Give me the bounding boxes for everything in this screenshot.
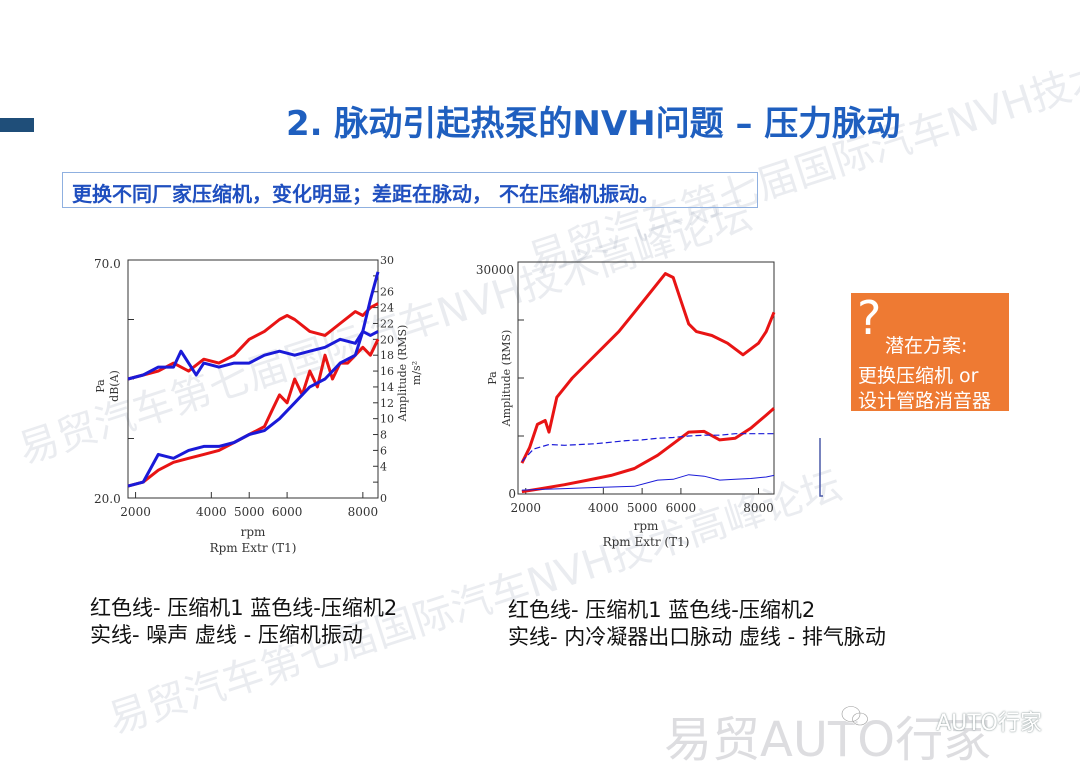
right-chart-ytick-top: 30000 xyxy=(476,263,514,277)
right-chart-xlabel-2: Rpm Extr (T1) xyxy=(603,535,690,549)
chart-1-xtick-label: 5000 xyxy=(627,501,658,515)
callout-box: ? 潜在方案: 更换压缩机 or 设计管路消音器 xyxy=(851,291,1009,412)
left-chart-ylabel-dba: dB(A) xyxy=(108,370,121,402)
bracket-mark xyxy=(819,438,823,497)
chart-0-right-tick-label: 6 xyxy=(380,444,387,457)
chart-0-right-tick-label: 16 xyxy=(380,365,394,378)
chart-0-xtick-label: 4000 xyxy=(196,505,227,519)
chart-0-right-tick-label: 8 xyxy=(380,429,387,442)
callout-line-1: 潜在方案: xyxy=(885,335,968,357)
chart-1-series-red-solid xyxy=(521,407,775,494)
chart-0-series-blue-dashed xyxy=(127,329,379,381)
chart-0-right-tick-label: 20 xyxy=(380,333,394,346)
left-chart: 70.0 20.0 Pa dB(A) Amplitude (RMS) m/s² … xyxy=(94,254,423,555)
brand-name: AUTO行家 xyxy=(936,711,1042,736)
chart-1-series-blue-solid xyxy=(521,474,775,491)
right-caption-line-2: 实线- 内冷凝器出口脉动 虚线 - 排气脉动 xyxy=(508,625,886,649)
chart-0-right-tick-label: 14 xyxy=(380,381,394,394)
left-chart-ytick-top: 70.0 xyxy=(94,257,121,271)
wechat-icon xyxy=(841,705,869,726)
chart-0-series-red-solid xyxy=(127,338,380,488)
chart-0-right-tick-label: 22 xyxy=(380,317,394,330)
chart-1-xtick-label: 6000 xyxy=(666,501,697,515)
chart-0-xtick-label: 8000 xyxy=(348,505,379,519)
left-chart-ylabel-pa: Pa xyxy=(94,379,107,393)
left-chart-ylabel-right: Amplitude (RMS) xyxy=(396,325,409,423)
slide-title: 2. 脉动引起热泵的NVH问题 – 压力脉动 xyxy=(286,104,901,144)
chart-1-xtick-label: 2000 xyxy=(510,501,541,515)
question-mark-icon: ? xyxy=(857,291,882,345)
chart-1-series-blue-dashed xyxy=(521,433,774,462)
left-caption-line-1: 红色线- 压缩机1 蓝色线-压缩机2 xyxy=(90,596,398,620)
chart-0-right-tick-label: 12 xyxy=(380,397,394,410)
chart-0-series-blue-solid xyxy=(127,271,380,488)
chart-1-xtick-label: 8000 xyxy=(743,501,774,515)
chart-0-xtick-label: 5000 xyxy=(234,505,265,519)
subtitle-box xyxy=(62,172,758,208)
chart-0-right-tick-label: 0 xyxy=(380,492,387,505)
chart-1-xtick-label: 4000 xyxy=(588,501,619,515)
accent-bar xyxy=(0,118,34,132)
right-caption-line-1: 红色线- 压缩机1 蓝色线-压缩机2 xyxy=(508,598,816,622)
chart-0-right-tick-label: 18 xyxy=(380,349,394,362)
chart-0-xtick-label: 6000 xyxy=(272,505,303,519)
right-chart-ytick-bottom: 0 xyxy=(508,487,516,501)
chart-0-right-tick-label: 4 xyxy=(380,460,387,473)
chart-0-right-tick-label: 24 xyxy=(380,302,394,315)
bottom-watermark: 易贸AUTO行家 xyxy=(664,712,992,768)
chart-0-xtick-label: 2000 xyxy=(120,505,151,519)
chart-0-right-tick-label: 30 xyxy=(380,254,394,267)
left-chart-ylabel-right-unit: m/s² xyxy=(410,361,423,385)
callout-line-3: 设计管路消音器 xyxy=(858,390,992,412)
chart-0-right-tick-label: 10 xyxy=(380,413,394,426)
left-caption-line-2: 实线- 噪声 虚线 - 压缩机振动 xyxy=(90,623,363,647)
left-chart-ytick-bottom: 20.0 xyxy=(94,492,121,506)
right-chart-ylabel-amp: Amplitude (RMS) xyxy=(500,330,513,428)
left-chart-frame xyxy=(127,259,379,499)
right-chart-ylabel-pa: Pa xyxy=(486,371,499,385)
left-chart-xlabel: rpm xyxy=(241,525,266,539)
left-chart-xlabel-2: Rpm Extr (T1) xyxy=(210,541,297,555)
right-chart: 30000 0 Pa Amplitude (RMS) rpm Rpm Extr … xyxy=(476,261,776,549)
callout-line-2: 更换压缩机 or xyxy=(858,365,979,387)
slide-subtitle: 更换不同厂家压缩机，变化明显；差距在脉动， 不在压缩机振动。 xyxy=(72,182,659,206)
right-chart-xlabel: rpm xyxy=(634,519,659,533)
chart-0-right-tick-label: 26 xyxy=(380,286,394,299)
chart-1-series-red-solid xyxy=(520,272,776,464)
